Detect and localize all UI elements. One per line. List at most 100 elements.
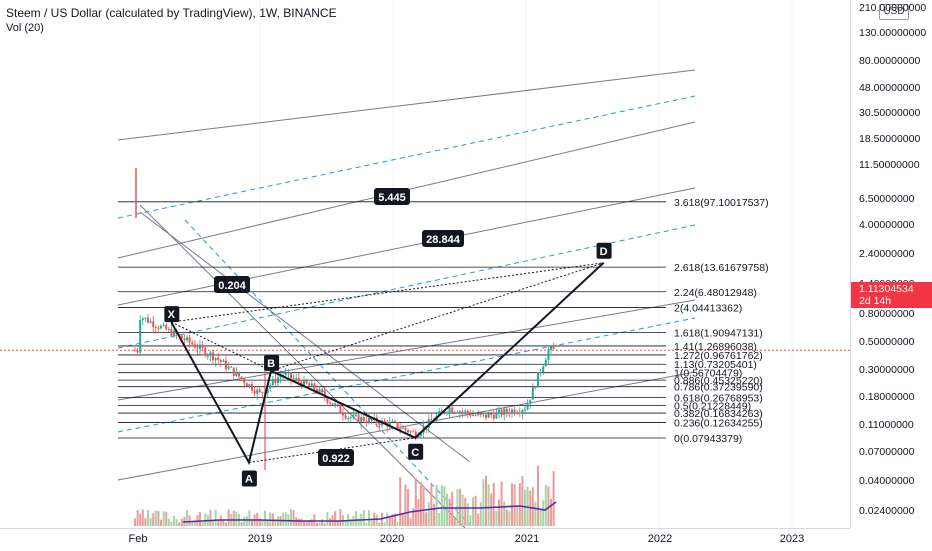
candle-body [362, 417, 365, 422]
candle-body [134, 350, 136, 352]
volume-bar [274, 519, 277, 526]
candle-body [209, 352, 212, 356]
volume-bar [469, 515, 472, 526]
volume-bar [412, 508, 415, 526]
candle-body [461, 411, 464, 413]
fib-level-label: 0.5(0.21228449) [674, 400, 751, 412]
pattern-point-badge [408, 443, 424, 460]
candle-body [152, 321, 155, 328]
volume-bar [414, 478, 417, 526]
volume-bar [396, 522, 399, 526]
price-axis-label: 0.80000000 [859, 308, 915, 320]
volume-bar [438, 512, 441, 526]
candle-body [258, 389, 261, 392]
ratio-badge [214, 276, 250, 293]
volume-bar [531, 487, 534, 526]
candle-body [261, 391, 264, 393]
volume-bar [524, 489, 526, 526]
volume-bar [461, 494, 464, 526]
candle-body [139, 320, 142, 353]
volume-bar [167, 518, 170, 526]
volume-bar [381, 512, 383, 526]
pattern-point-badge [164, 306, 180, 323]
volume-bar [134, 518, 136, 526]
candle-body [201, 344, 204, 348]
volume-bar [232, 510, 235, 526]
fib-level-label: 2.618(13.61679758) [674, 262, 769, 274]
volume-bar [149, 517, 152, 526]
candle-body [370, 417, 373, 421]
candle-body [269, 385, 272, 389]
volume-bar [513, 484, 516, 526]
volume-bar [386, 512, 389, 526]
volume-bar [199, 512, 201, 526]
channel-line [139, 211, 471, 463]
currency-badge[interactable]: USD [879, 4, 909, 20]
candle-body [394, 421, 396, 423]
candle-body [542, 366, 545, 373]
time-axis[interactable]: Feb 2019 2020 2021 2022 2023 [0, 528, 850, 551]
candle-body [448, 407, 451, 413]
volume-bar [154, 510, 157, 526]
candle-body [521, 410, 524, 414]
volume-bar [477, 513, 480, 526]
candle-body [253, 390, 256, 394]
volume-bar [261, 519, 264, 526]
ratio-label: 28.844 [426, 234, 461, 246]
candle-body [212, 352, 214, 361]
pattern-point-label: X [168, 309, 176, 321]
price-chart[interactable]: 3.618(97.10017537) 2.618(13.61679758) 2.24… [0, 0, 850, 528]
volume-bar [534, 501, 537, 526]
fib-level-label: 0.886(0.45325220) [674, 375, 763, 387]
volume-bar [240, 522, 243, 526]
volume-bar [552, 470, 555, 526]
volume-bar [451, 491, 454, 526]
candle-body [414, 431, 417, 438]
price-axis[interactable]: USD 210.00000000 130.00000000 80.00000000 4… [850, 0, 932, 528]
fibonacci-levels: 3.618(97.10017537) 2.618(13.61679758) 2.24… [0, 197, 850, 445]
candle-body [391, 421, 394, 423]
volume-bar [160, 519, 162, 526]
candle-body [516, 412, 519, 414]
candle-body [271, 379, 274, 386]
volume-bar [375, 514, 378, 526]
fib-level-label: 1.13(0.73205401) [674, 359, 757, 371]
candle-body [180, 335, 183, 339]
candle-body [505, 408, 508, 413]
volume-bar [245, 515, 248, 526]
volume-bar [409, 517, 412, 526]
volume-bar [344, 521, 347, 526]
candle-body [149, 321, 152, 323]
candle-body [196, 347, 199, 349]
candle-body [214, 357, 217, 361]
candle-body [446, 412, 448, 414]
time-axis-label: 2020 [379, 533, 405, 545]
candle-body [154, 327, 157, 329]
price-channels [117, 69, 696, 528]
candle-body [368, 417, 370, 423]
volume-bar [139, 513, 142, 526]
price-axis-label: 2.40000000 [859, 248, 915, 260]
volume-bar [243, 516, 246, 526]
volume-bar [399, 477, 402, 526]
volume-bar [391, 514, 394, 526]
candle-body [279, 375, 282, 378]
candle-body [492, 414, 495, 419]
volume-bar [214, 509, 217, 526]
volume-bar [282, 512, 285, 526]
candle-body [459, 411, 461, 414]
candle-body [355, 414, 357, 416]
candle-body [183, 338, 186, 341]
volume-bar [547, 486, 550, 526]
volume-bar [505, 509, 508, 526]
volume-bar [225, 522, 227, 526]
volume-bar [339, 509, 342, 526]
volume-bar [175, 519, 178, 526]
volume-bar [251, 520, 253, 526]
candle-body [466, 410, 469, 414]
candle-body [360, 417, 363, 423]
candle-body [251, 384, 253, 391]
volume-bar [448, 498, 451, 526]
candle-body [383, 420, 386, 422]
candle-body [230, 366, 233, 368]
